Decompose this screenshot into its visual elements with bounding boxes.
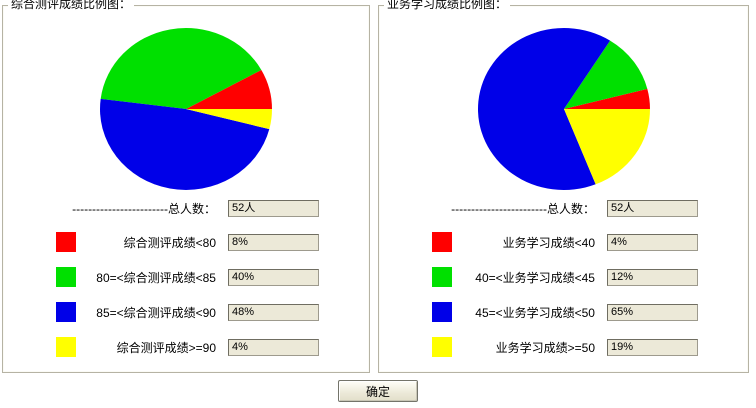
legend-value-field[interactable]: 19% <box>607 338 698 356</box>
panel-title: 综合测评成绩比例图： <box>8 0 135 11</box>
total-count-field[interactable]: 52人 <box>607 199 698 217</box>
pie-slice <box>477 27 610 190</box>
legend-row: 80=<综合测评成绩<85 40% <box>3 267 369 287</box>
legend-row: 综合测评成绩>=90 4% <box>3 337 369 357</box>
legend-rows: ------------------------总人数： 52人 综合测评成绩<… <box>3 198 369 372</box>
pie-chart-comprehensive-eval <box>100 28 272 190</box>
legend-value-field[interactable]: 48% <box>228 303 319 321</box>
legend-value-field[interactable]: 40% <box>228 268 319 286</box>
ok-button[interactable]: 确定 <box>338 380 418 402</box>
legend-swatch-yellow <box>432 337 452 357</box>
pie-slice <box>563 109 650 185</box>
legend-row: 45=<业务学习成绩<50 65% <box>379 302 748 322</box>
legend-label: 业务学习成绩<40 <box>502 235 595 250</box>
legend-label: 综合测评成绩<80 <box>123 235 216 250</box>
pie-slice <box>186 69 272 109</box>
panel-comprehensive-eval: 综合测评成绩比例图： ------------------------总人数： … <box>2 0 370 373</box>
panel-business-study: 业务学习成绩比例图： ------------------------总人数： … <box>378 0 749 373</box>
legend-label: 45=<业务学习成绩<50 <box>475 305 595 320</box>
legend-row: 业务学习成绩>=50 19% <box>379 337 748 357</box>
pie-slice <box>100 28 262 109</box>
total-count-label: ------------------------总人数： <box>72 201 216 216</box>
legend-value-field[interactable]: 8% <box>228 233 319 251</box>
legend-row: 40=<业务学习成绩<45 12% <box>379 267 748 287</box>
legend-value-field[interactable]: 12% <box>607 268 698 286</box>
legend-value-field[interactable]: 4% <box>228 338 319 356</box>
legend-swatch-green <box>56 267 76 287</box>
legend-rows: ------------------------总人数： 52人 业务学习成绩<… <box>379 198 748 372</box>
total-count-label: ------------------------总人数： <box>451 201 595 216</box>
legend-label: 40=<业务学习成绩<45 <box>475 270 595 285</box>
legend-value-field[interactable]: 65% <box>607 303 698 321</box>
legend-label: 业务学习成绩>=50 <box>495 340 595 355</box>
pie-slice <box>186 109 272 130</box>
total-row: ------------------------总人数： 52人 <box>379 198 748 218</box>
legend-label: 综合测评成绩>=90 <box>116 340 216 355</box>
legend-row: 综合测评成绩<80 8% <box>3 232 369 252</box>
legend-swatch-green <box>432 267 452 287</box>
legend-row: 业务学习成绩<40 4% <box>379 232 748 252</box>
pie-slice <box>563 88 650 109</box>
total-count-field[interactable]: 52人 <box>228 199 319 217</box>
legend-swatch-blue <box>432 302 452 322</box>
legend-swatch-red <box>432 232 452 252</box>
legend-value-field[interactable]: 4% <box>607 233 698 251</box>
legend-label: 85=<综合测评成绩<90 <box>96 305 216 320</box>
total-row: ------------------------总人数： 52人 <box>3 198 369 218</box>
legend-swatch-red <box>56 232 76 252</box>
legend-label: 80=<综合测评成绩<85 <box>96 270 216 285</box>
legend-swatch-blue <box>56 302 76 322</box>
pie-slice <box>100 98 270 190</box>
panel-title: 业务学习成绩比例图： <box>384 0 511 11</box>
legend-swatch-yellow <box>56 337 76 357</box>
pie-chart-business-study <box>477 27 650 190</box>
legend-row: 85=<综合测评成绩<90 48% <box>3 302 369 322</box>
pie-slice <box>563 40 647 109</box>
